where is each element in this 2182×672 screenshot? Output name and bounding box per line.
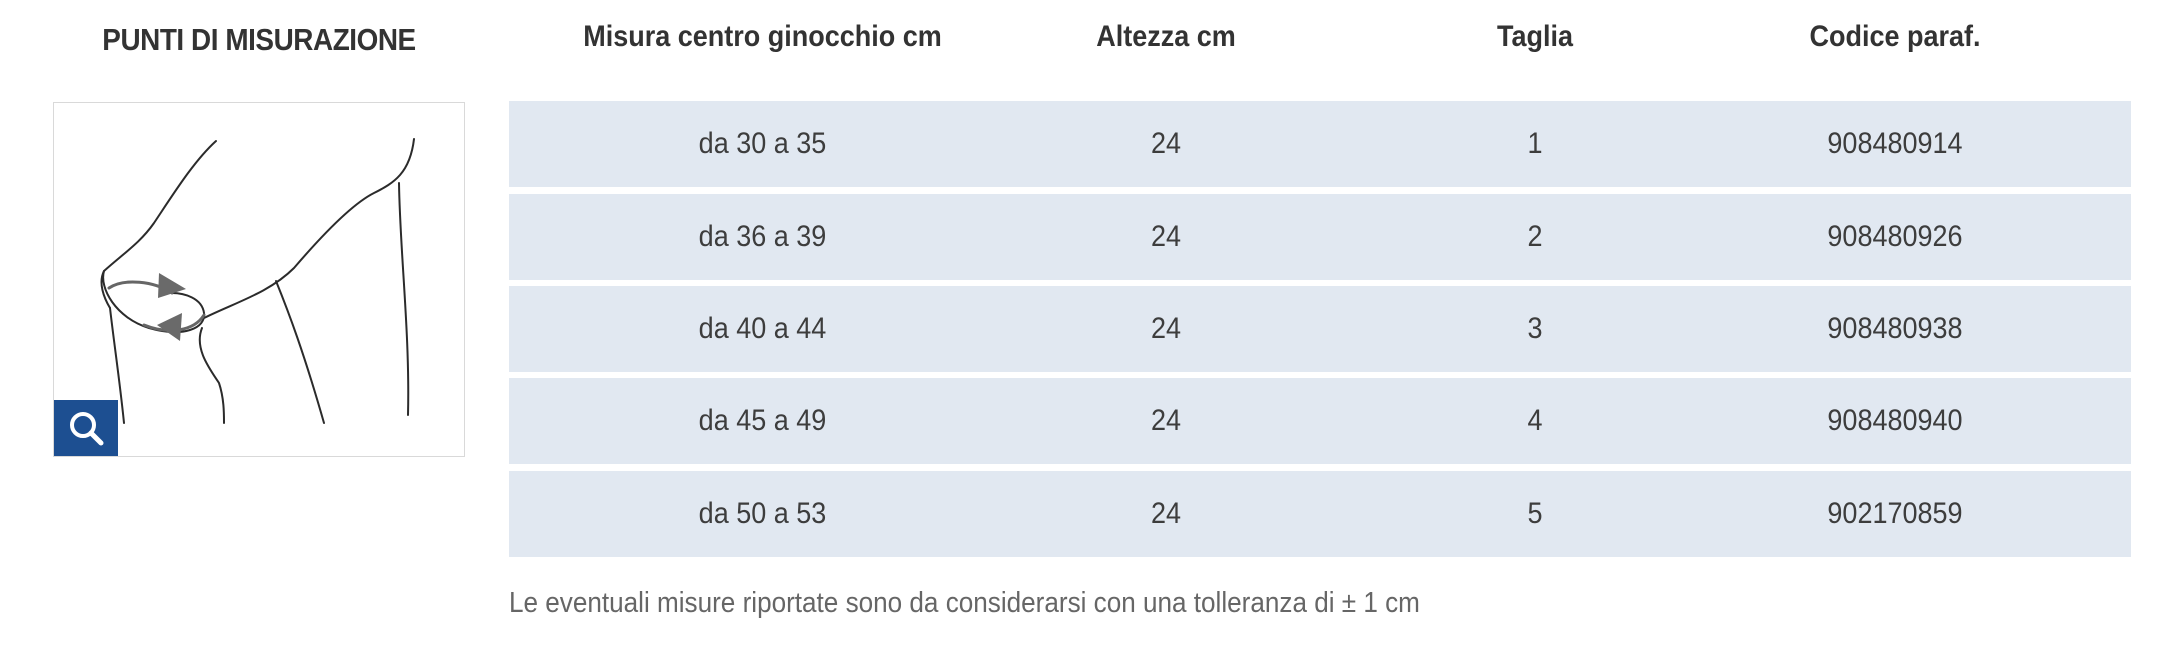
knee-illustration (100, 138, 415, 424)
tolerance-note: Le eventuali misure riportate sono da co… (509, 587, 1420, 619)
table-header: Misura centro ginocchio cm Altezza cm Ta… (509, 20, 2131, 60)
cell-size: 4 (1527, 404, 1543, 437)
search-icon (70, 412, 104, 446)
table-row: da 50 a 53 24 5 902170859 (509, 471, 2131, 557)
cell-height: 24 (1150, 127, 1182, 160)
table-row: da 36 a 39 24 2 908480926 (509, 194, 2131, 280)
header-code: Codice paraf. (1809, 20, 1981, 53)
cell-code: 908480940 (1827, 404, 1963, 437)
cell-size: 3 (1527, 312, 1543, 345)
table-row: da 45 a 49 24 4 908480940 (509, 378, 2131, 464)
header-size: Taglia (1496, 20, 1574, 53)
cell-height: 24 (1150, 404, 1182, 437)
measurement-image[interactable] (53, 102, 465, 457)
cell-height: 24 (1150, 497, 1182, 530)
table-row: da 40 a 44 24 3 908480938 (509, 286, 2131, 372)
cell-measure: da 30 a 35 (698, 127, 827, 160)
cell-code: 908480926 (1827, 220, 1963, 253)
cell-height: 24 (1150, 312, 1182, 345)
table-row: da 30 a 35 24 1 908480914 (509, 101, 2131, 187)
cell-measure: da 45 a 49 (698, 404, 827, 437)
cell-height: 24 (1150, 220, 1182, 253)
cell-size: 2 (1527, 220, 1543, 253)
zoom-button[interactable] (54, 400, 118, 456)
header-height: Altezza cm (1096, 20, 1236, 53)
header-knee-circumference: Misura centro ginocchio cm (583, 20, 942, 53)
cell-code: 908480938 (1827, 312, 1963, 345)
cell-measure: da 40 a 44 (698, 312, 827, 345)
cell-measure: da 36 a 39 (698, 220, 827, 253)
cell-code: 908480914 (1827, 127, 1963, 160)
cell-measure: da 50 a 53 (698, 497, 827, 530)
cell-code: 902170859 (1827, 497, 1963, 530)
cell-size: 1 (1527, 127, 1543, 160)
cell-size: 5 (1527, 497, 1543, 530)
section-title: PUNTI DI MISURAZIONE (102, 22, 416, 57)
